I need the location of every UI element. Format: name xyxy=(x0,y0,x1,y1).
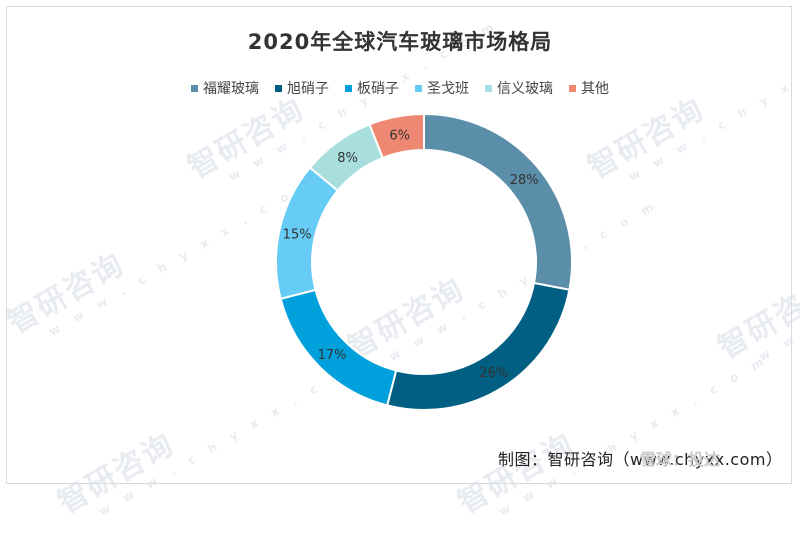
legend-label: 信义玻璃 xyxy=(497,81,553,97)
slice-value-label: 15% xyxy=(283,228,312,243)
slice-value-label: 28% xyxy=(510,173,539,188)
slice-value-label: 8% xyxy=(337,151,358,166)
legend-label: 福耀玻璃 xyxy=(203,81,259,97)
slice-value-label: 17% xyxy=(318,348,347,363)
legend-swatch xyxy=(275,84,282,92)
chart-title: 2020年全球汽车玻璃市场格局 xyxy=(247,30,553,54)
donut-chart: 28% 26% 17% 15% 8% 6% xyxy=(275,112,573,411)
chart-legend: 福耀玻璃 旭硝子 板硝子 圣戈班 信义玻璃 其他 xyxy=(0,78,800,98)
legend-swatch xyxy=(485,84,492,92)
legend-label: 板硝子 xyxy=(357,81,399,97)
source-note: 制图：智研咨询（www.chyxx.com） xyxy=(498,450,783,469)
snowball-watermark: 雪球：投达 xyxy=(640,450,721,469)
legend-swatch xyxy=(569,84,576,92)
legend-item: 旭硝子 xyxy=(275,78,329,98)
legend-label: 旭硝子 xyxy=(287,81,329,97)
legend-item: 板硝子 xyxy=(345,78,399,98)
slice-value-label: 6% xyxy=(389,128,410,143)
donut-slice xyxy=(385,281,571,411)
legend-item: 信义玻璃 xyxy=(485,78,553,98)
legend-swatch xyxy=(191,84,198,92)
slice-value-label: 26% xyxy=(479,366,508,381)
legend-label: 圣戈班 xyxy=(427,81,469,97)
legend-swatch xyxy=(415,84,422,92)
legend-swatch xyxy=(345,84,352,92)
legend-label: 其他 xyxy=(581,81,609,97)
legend-item: 福耀玻璃 xyxy=(191,78,259,98)
legend-item: 圣戈班 xyxy=(415,78,469,98)
donut-slice xyxy=(423,112,573,291)
legend-item: 其他 xyxy=(569,78,609,98)
donut-slice xyxy=(368,112,425,160)
